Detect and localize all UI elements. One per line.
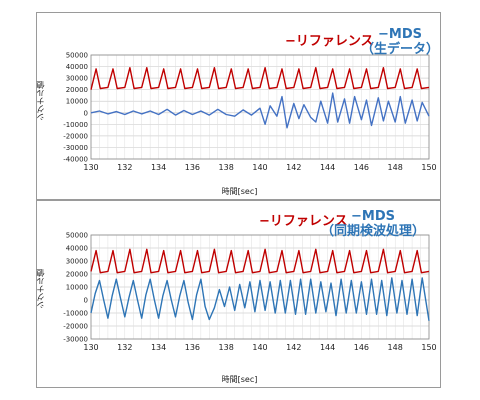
y-tick-label: 20000 [66, 86, 88, 94]
x-tick-label: 134 [151, 343, 166, 352]
reference-series-line [90, 248, 430, 274]
y-tick-label: 40000 [66, 245, 88, 253]
y-axis-title: シグナル値 [36, 81, 45, 121]
x-tick-label: 136 [185, 343, 200, 352]
chart-panel-sync: 50000 40000 30000 20000 10000 0 -10000 -20000 -3… [36, 200, 441, 388]
legend-mds-sync: −MDS （同期検波処理） [321, 209, 426, 239]
x-tick-label: 150 [421, 163, 436, 172]
y-tick-label: -30000 [63, 144, 88, 152]
x-tick-label: 138 [219, 343, 234, 352]
x-tick-label: 148 [388, 343, 403, 352]
x-tick-label: 146 [354, 343, 369, 352]
y-axis-title: シグナル値 [36, 269, 45, 309]
y-tick-label: 0 [84, 109, 88, 117]
x-tick-label: 144 [320, 343, 335, 352]
x-tick-label: 146 [354, 163, 369, 172]
y-tick-label: -30000 [63, 336, 88, 344]
x-tick-label: 132 [117, 163, 132, 172]
legend-reference: −リファレンス [285, 34, 374, 49]
y-tick-label: -10000 [63, 310, 88, 318]
y-tick-label: 20000 [66, 271, 88, 279]
y-tick-label: 40000 [66, 63, 88, 71]
mds-series-line [90, 277, 430, 321]
x-tick-label: 142 [286, 343, 301, 352]
x-tick-label: 132 [117, 343, 132, 352]
y-tick-label: 50000 [66, 232, 88, 240]
x-axis-title: 時間[sec] [221, 187, 258, 196]
x-tick-label: 140 [252, 343, 267, 352]
x-tick-label: 142 [286, 163, 301, 172]
reference-series-line [90, 67, 430, 90]
y-tick-label: -20000 [63, 132, 88, 140]
y-tick-label: -40000 [63, 156, 88, 164]
x-tick-label: 130 [83, 163, 98, 172]
x-tick-label: 134 [151, 163, 166, 172]
x-tick-label: 136 [185, 163, 200, 172]
legend-mds-raw: −MDS （生データ） [361, 27, 440, 57]
chart-svg-raw: 50000 40000 30000 20000 10000 0 -10000 -20000 -3… [63, 52, 436, 173]
y-tick-label: 50000 [66, 52, 88, 60]
chart-svg-sync: 50000 40000 30000 20000 10000 0 -10000 -20000 -3… [63, 232, 436, 353]
x-tick-label: 138 [219, 163, 234, 172]
y-tick-label: 10000 [66, 98, 88, 106]
x-axis-title: 時間[sec] [221, 375, 258, 384]
x-tick-label: 148 [388, 163, 403, 172]
y-tick-label: 10000 [66, 284, 88, 292]
plot-frame [90, 54, 430, 160]
y-tick-label: 0 [84, 297, 88, 305]
chart-panel-raw: 50000 40000 30000 20000 10000 0 -10000 -20000 -3… [36, 12, 441, 200]
x-tick-label: 140 [252, 163, 267, 172]
y-tick-label: 30000 [66, 258, 88, 266]
y-tick-label: -10000 [63, 121, 88, 129]
y-tick-label: 30000 [66, 75, 88, 83]
x-tick-label: 144 [320, 163, 335, 172]
y-tick-label: -20000 [63, 323, 88, 331]
mds-series-line [90, 92, 430, 129]
plot-frame [90, 234, 430, 340]
x-tick-label: 150 [421, 343, 436, 352]
x-tick-label: 130 [83, 343, 98, 352]
legend-reference: −リファレンス [259, 214, 348, 229]
